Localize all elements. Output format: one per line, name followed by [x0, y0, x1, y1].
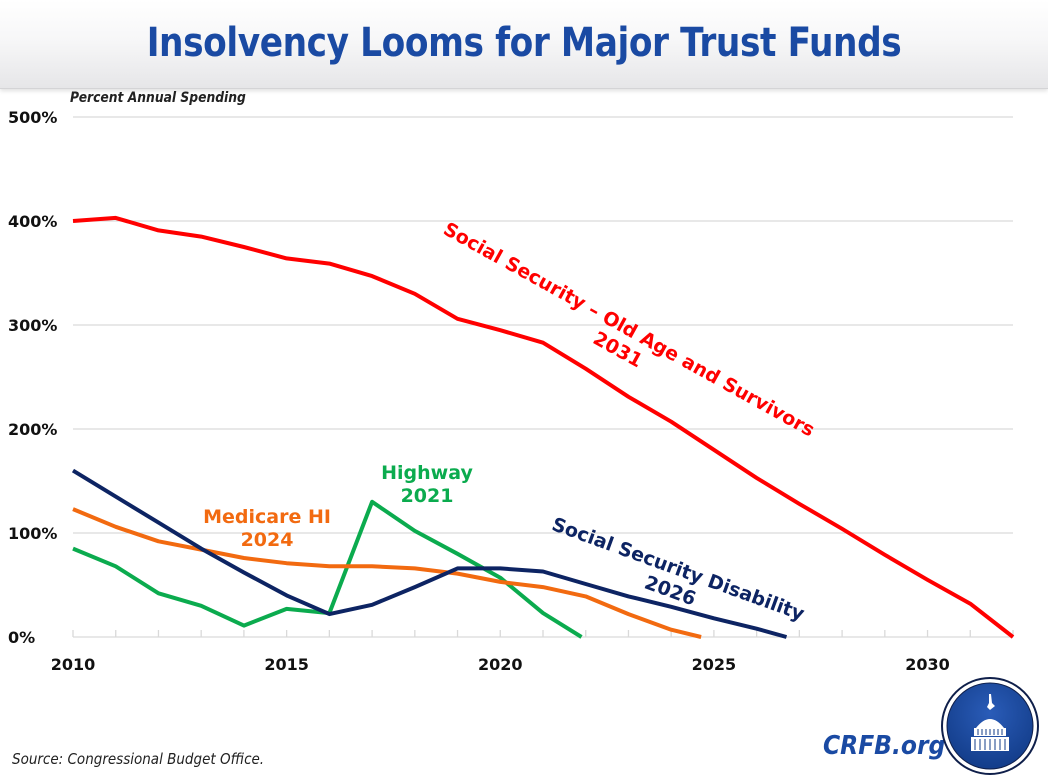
- y-tick-label: 100%: [8, 524, 57, 543]
- annotation-medicare-hi-line-1: 2024: [241, 529, 294, 551]
- y-tick-label: 500%: [8, 108, 57, 127]
- y-axis-label: Percent Annual Spending: [70, 90, 246, 106]
- x-tick-label: 2020: [478, 655, 523, 674]
- x-tick-label: 2015: [264, 655, 309, 674]
- header-banner: Insolvency Looms for Major Trust Funds: [0, 0, 1048, 89]
- annotation-oasi: Social Security – Old Age and Survivors2…: [440, 218, 819, 441]
- y-tick-label: 200%: [8, 420, 57, 439]
- annotation-medicare-hi-line-0: Medicare HI: [203, 506, 331, 528]
- annotation-highway-line-0: Highway: [381, 462, 473, 484]
- x-tick-label: 2010: [51, 655, 96, 674]
- series-line-medicare-hi: [72, 507, 702, 639]
- page-title: Insolvency Looms for Major Trust Funds: [146, 20, 902, 66]
- annotation-highway-line-1: 2021: [401, 485, 454, 507]
- series-line-disability: [71, 468, 788, 639]
- capitol-dome-logo-icon: [941, 677, 1039, 775]
- y-tick-label: 0%: [8, 628, 35, 647]
- source-note: Source: Congressional Budget Office.: [12, 750, 265, 768]
- x-tick-label: 2025: [692, 655, 737, 674]
- brand-link[interactable]: CRFB.org: [823, 731, 946, 761]
- y-tick-label: 400%: [8, 212, 57, 231]
- x-tick-label: 2030: [905, 655, 950, 674]
- y-tick-label: 300%: [8, 316, 57, 335]
